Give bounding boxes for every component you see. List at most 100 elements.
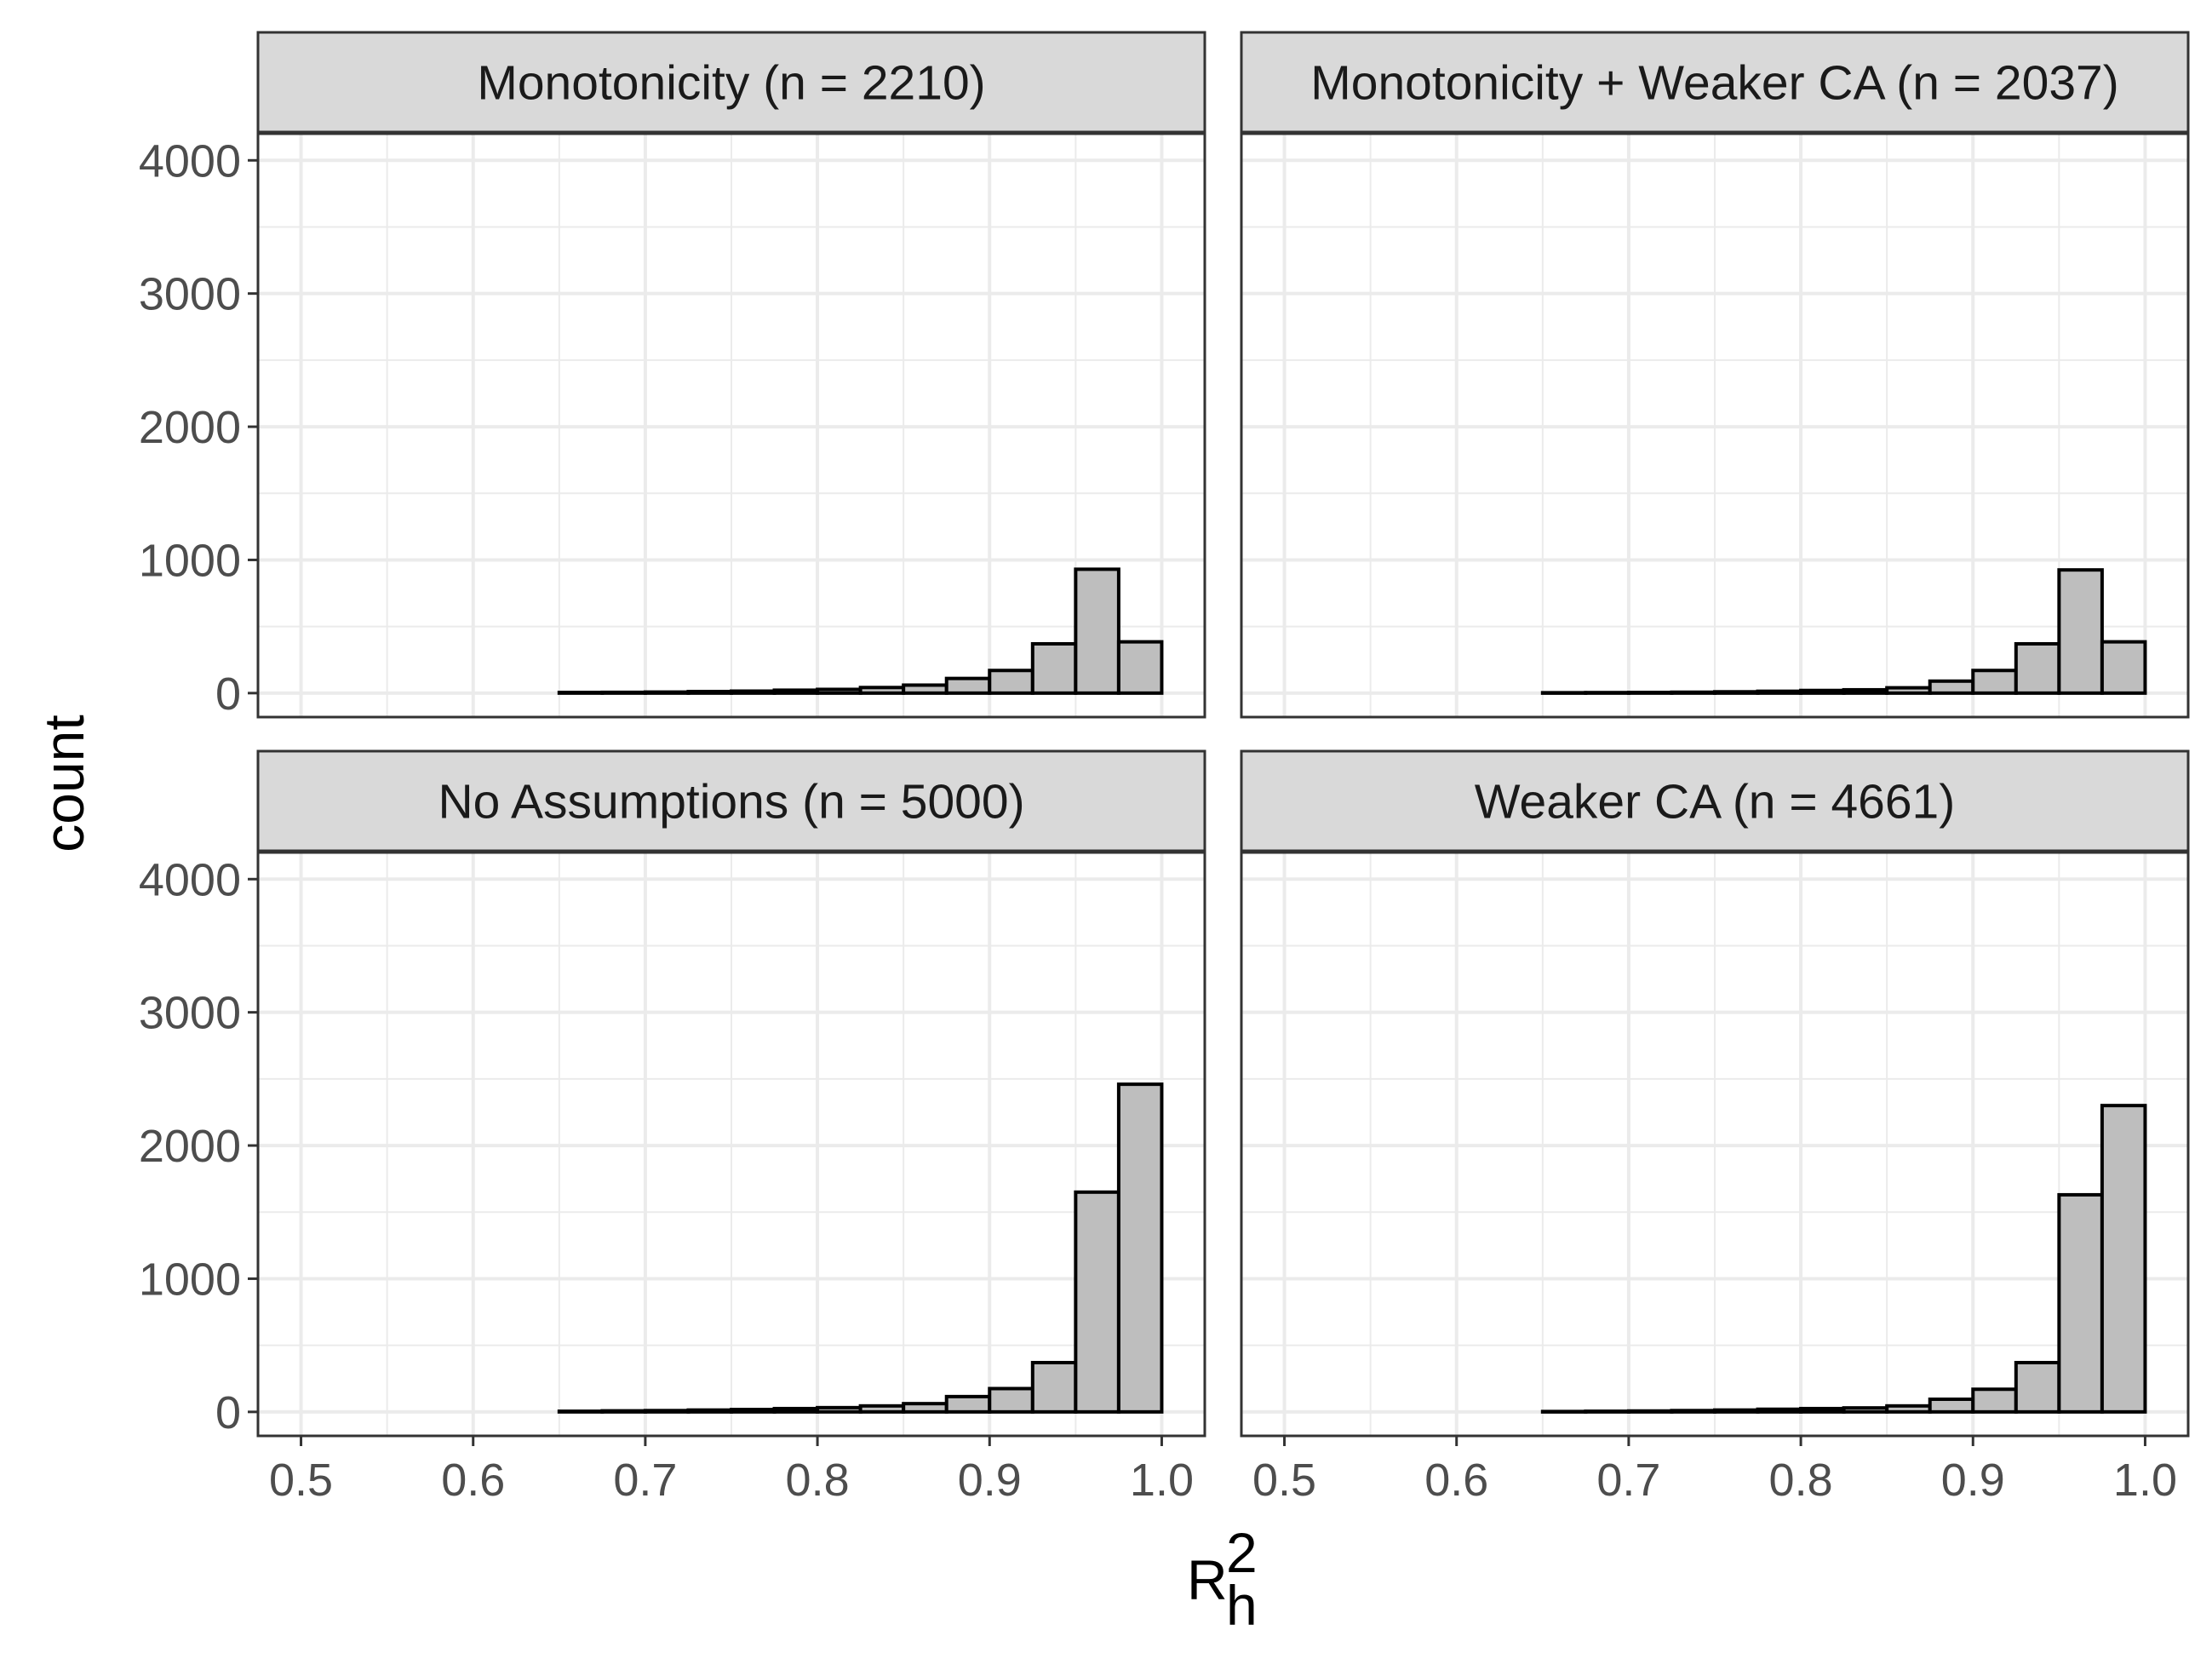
histogram-bar [902, 683, 948, 695]
x-axis-title-subscript: h [1226, 1574, 1258, 1637]
histogram-bar [643, 1409, 691, 1414]
y-tick-label: 4000 [139, 135, 241, 187]
facet-strip [256, 31, 1206, 134]
x-tick-label: 0.5 [269, 1455, 333, 1506]
facet-strip [1240, 31, 2190, 134]
histogram-bar [1971, 669, 2018, 695]
histogram-bar [1584, 691, 1630, 695]
histogram-bar [557, 691, 605, 695]
y-tick-label: 1000 [139, 535, 241, 586]
x-axis-title-superscript: 2 [1226, 1521, 1258, 1584]
histogram-bar [816, 687, 862, 695]
histogram-bar [858, 686, 906, 695]
facet-panel: Monotonicity + Weaker CA (n = 2037) [1240, 31, 2190, 719]
y-tick-label: 0 [215, 1387, 241, 1438]
x-tick-label: 1.0 [2113, 1455, 2177, 1506]
y-tick-label: 0 [215, 669, 241, 720]
facet-strip [256, 749, 1206, 852]
panel-border [256, 132, 1206, 719]
histogram-bar [600, 690, 647, 695]
histogram-bar [988, 669, 1034, 695]
x-axis-title-main: R [1187, 1548, 1228, 1611]
histogram-bar [557, 1409, 605, 1414]
histogram-bar [944, 1394, 992, 1414]
x-tick-label: 0.7 [1596, 1455, 1660, 1506]
panel-border [256, 851, 1206, 1438]
histogram-bar [1928, 679, 1975, 695]
y-tick-label: 3000 [139, 988, 241, 1039]
histogram-bar [1842, 1406, 1889, 1414]
facet-strip-label: Monotonicity + Weaker CA (n = 2037) [1310, 56, 2118, 111]
histogram-bar [600, 1409, 647, 1414]
histogram-bar [1540, 1409, 1588, 1414]
histogram-bar [1928, 1397, 1975, 1414]
facet-panel: Monotonicity (n = 2210) 0 1000 2000 3000 4000 [139, 31, 1206, 720]
y-axis-title: count [32, 715, 95, 852]
histogram-bar [1756, 1407, 1803, 1414]
x-tick-label: 0.7 [613, 1455, 677, 1506]
histogram-bar [1626, 1409, 1674, 1414]
y-tick-label: 2000 [139, 402, 241, 453]
x-tick-label: 0.6 [441, 1455, 505, 1506]
facet-strip-label: Weaker CA (n = 4661) [1475, 775, 1956, 830]
histogram-bar [1074, 1190, 1120, 1414]
facet-strip-label: No Assumptions (n = 5000) [438, 775, 1024, 830]
x-tick-label: 0.8 [786, 1455, 850, 1506]
histogram-bar [1799, 688, 1846, 695]
histogram-bar [2100, 1104, 2147, 1414]
panel-border [1240, 132, 2190, 719]
x-tick-label: 0.9 [1941, 1455, 2005, 1506]
y-tick-label: 1000 [139, 1254, 241, 1305]
histogram-bar [1584, 1409, 1630, 1414]
histogram-bar [643, 690, 691, 695]
histogram-bar [1799, 1406, 1846, 1414]
x-tick-label: 1.0 [1130, 1455, 1194, 1506]
histogram-bar [1626, 691, 1674, 695]
histogram-bar [1030, 641, 1078, 695]
histogram-bar [2014, 1360, 2061, 1414]
histogram-bar [1756, 689, 1803, 695]
histogram-bar [686, 1408, 733, 1414]
y-tick-label: 2000 [139, 1121, 241, 1172]
histogram-bar [988, 1386, 1034, 1414]
histogram-bar [1713, 1408, 1760, 1414]
y-tick-label: 4000 [139, 854, 241, 905]
histogram-bar [816, 1405, 862, 1414]
histogram-bar [1074, 567, 1120, 695]
histogram-bar [1885, 1404, 1932, 1414]
x-tick-label: 0.6 [1424, 1455, 1488, 1506]
facet-panel: No Assumptions (n = 5000) 0 1000 2000 3000 40… [139, 749, 1206, 1506]
histogram-bar [1971, 1387, 2018, 1414]
y-tick-label: 3000 [139, 269, 241, 320]
histogram-bar [1670, 690, 1717, 695]
histogram-bar [1885, 686, 1932, 695]
histogram-bar [730, 689, 776, 695]
histogram-bar [2057, 1192, 2104, 1414]
histogram-bar [2057, 568, 2104, 695]
histogram-bar [944, 676, 992, 695]
histogram-bar [2014, 641, 2061, 695]
histogram-bar [1116, 640, 1164, 695]
x-tick-label: 0.9 [958, 1455, 1022, 1506]
histogram-bar [1116, 1082, 1164, 1414]
histogram-bar [772, 688, 820, 695]
x-axis-title: R2h [1187, 1521, 1258, 1637]
histogram-bar [2100, 640, 2147, 695]
panel-border [1240, 851, 2190, 1438]
histogram-bar [1540, 691, 1588, 695]
histogram-bar [1713, 690, 1760, 695]
x-tick-label: 0.8 [1769, 1455, 1833, 1506]
facet-panel: Weaker CA (n = 4661) 0.5 0.6 0.7 0.8 0.9 1.0 [1240, 749, 2190, 1506]
histogram-bar [1670, 1409, 1717, 1414]
histogram-bar [902, 1402, 948, 1414]
histogram-bar [730, 1408, 776, 1414]
histogram-bar [1842, 687, 1889, 695]
x-tick-label: 0.5 [1252, 1455, 1316, 1506]
histogram-bar [772, 1406, 820, 1414]
facet-strip [1240, 749, 2190, 852]
histogram-bar [858, 1404, 906, 1414]
histogram-bar [1030, 1360, 1078, 1414]
histogram-bar [686, 689, 733, 695]
facet-strip-label: Monotonicity (n = 2210) [477, 56, 985, 111]
